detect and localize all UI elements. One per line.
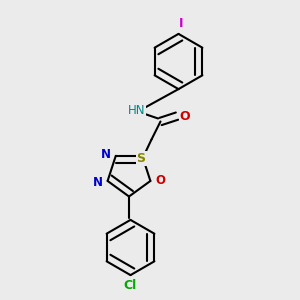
Text: I: I [179, 17, 184, 30]
Text: O: O [155, 175, 165, 188]
Text: O: O [180, 110, 190, 123]
Text: Cl: Cl [124, 279, 137, 292]
Text: N: N [101, 148, 111, 161]
Text: HN: HN [128, 104, 145, 118]
Text: S: S [136, 152, 146, 165]
Text: N: N [93, 176, 103, 189]
